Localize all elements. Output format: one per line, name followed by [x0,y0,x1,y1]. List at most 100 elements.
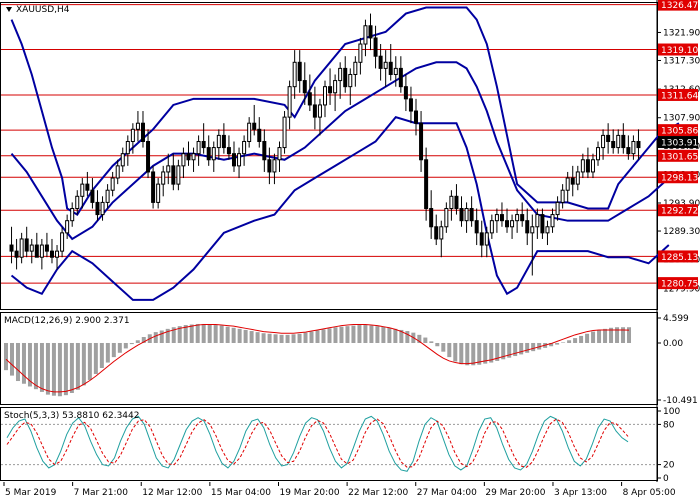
candle-body [90,189,95,203]
candle-body [95,201,100,216]
macd-bar [519,342,524,355]
candle-body [156,183,161,203]
candle-body [323,86,327,106]
macd-histogram [4,323,632,397]
time-label: 7 Mar 21:00 [74,488,129,498]
candle-body [444,207,449,228]
candle-body [100,201,105,216]
level-price-label: 1298.13 [661,174,698,184]
candle-body [555,201,560,216]
candle-body [590,159,595,173]
level-price-label: 1326.47 [661,1,698,11]
macd-bar [105,342,110,363]
candle-body [176,165,181,185]
macd-axis-label: 0.00 [663,339,683,349]
macd-bar [219,325,224,343]
macd-bar [129,342,134,345]
macd-bar [489,342,494,363]
macd-bar [453,342,458,362]
macd-bar [579,335,584,343]
candle-body [580,159,585,173]
macd-bar [81,342,86,386]
macd-bar [267,333,272,343]
candle-body [434,226,439,240]
candle-body [70,207,75,222]
chart-title: XAUUSD,H4 [16,5,70,15]
stoch-pane [0,407,658,481]
candle-body [105,189,110,203]
candle-body [277,147,282,161]
candle-body [575,171,580,185]
candle-body [505,220,510,228]
macd-bar [297,333,302,343]
macd-bar [9,342,14,376]
macd-bar [603,328,608,343]
candle-body [585,159,590,173]
macd-bar [549,342,554,347]
candle-body [252,122,257,130]
candle-body [85,183,90,191]
macd-bar [513,342,518,357]
macd-bar [4,342,8,371]
macd-bar [363,325,368,343]
macd-bar [405,331,410,343]
macd-bar [15,342,20,382]
macd-bar [201,323,206,343]
macd-bar [315,330,320,343]
macd-bar [87,342,92,380]
candle-body [499,214,504,222]
candle-body [24,238,29,252]
candle-body [403,86,408,100]
candle-body [424,159,429,209]
candle-body [211,147,216,161]
level-price-label-bg [658,277,698,290]
macd-bar [255,332,260,343]
macd-bar [303,332,308,343]
candle-body [9,244,14,252]
level-price-label: 1285.13 [661,253,698,263]
macd-bar [291,334,296,343]
macd-bar [429,341,434,343]
macd-bar [561,342,566,343]
macd-bar [447,342,452,358]
price-tick-label: 1317.30 [663,56,700,66]
time-label: 15 Mar 04:00 [211,488,271,498]
macd-bar [327,328,332,343]
macd-bar [471,342,476,366]
level-price-label-bg [658,149,698,162]
macd-bar [495,342,500,361]
candle-body [55,250,60,258]
time-label: 3 Apr 13:00 [554,488,607,498]
macd-bar [63,342,68,396]
macd-bar [117,342,122,353]
candle-body [125,140,130,155]
level-price-label: 1305.86 [661,127,698,137]
macd-bar [159,330,164,343]
candle-body [302,80,307,94]
current-price-label: 1303.91 [661,139,698,149]
level-price-label-bg [658,43,698,56]
stoch-axis-label: 0 [663,474,669,484]
stoch-axis-label: 80 [663,420,675,430]
time-label: 12 Mar 12:00 [142,488,202,498]
macd-bar [171,327,176,343]
candle-body [44,244,49,252]
macd-bar [555,342,560,345]
candle-body [80,183,85,197]
stoch-axis-label: 20 [663,461,675,471]
level-price-label-bg [658,0,698,11]
candle-body [115,165,120,179]
candle-body [297,61,302,82]
macd-bar [399,329,404,343]
candle-body [616,134,621,149]
candle-body [161,171,166,185]
macd-bar [141,337,146,343]
macd-bar [261,333,266,343]
candle-body [479,232,484,246]
candle-body [398,67,403,88]
candle-body [216,134,221,149]
candle-body [14,250,19,258]
candle-body [454,195,459,209]
macd-bar [351,325,356,343]
